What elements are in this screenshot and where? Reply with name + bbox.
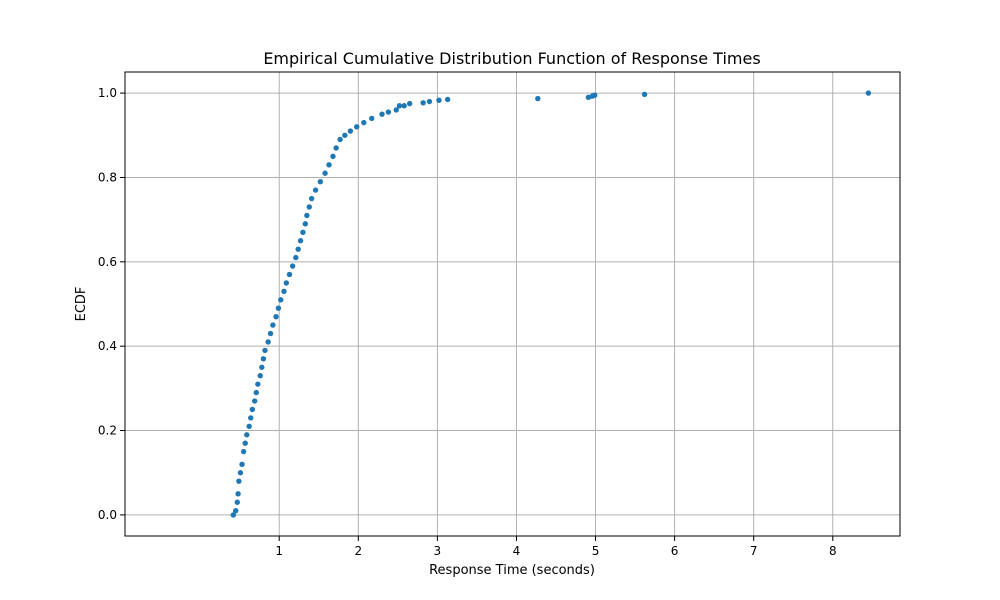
data-point <box>330 153 336 160</box>
data-point <box>420 100 426 106</box>
y-tick-label: 0.8 <box>98 170 117 184</box>
y-axis-label: ECDF <box>74 287 89 322</box>
y-tick-label: 0.4 <box>98 339 117 353</box>
data-point <box>289 263 296 269</box>
y-tick-label: 1.0 <box>98 86 117 100</box>
data-point <box>234 499 240 505</box>
data-point <box>257 373 263 379</box>
x-tick-label: 2 <box>354 544 362 558</box>
data-point <box>317 178 324 185</box>
data-point <box>304 212 310 219</box>
y-tick-label: 0.6 <box>98 255 117 269</box>
data-point <box>641 91 648 98</box>
data-point <box>249 406 256 413</box>
x-tick-label: 7 <box>750 544 758 558</box>
data-point <box>308 195 315 202</box>
data-point <box>265 339 271 345</box>
grid <box>125 72 900 536</box>
x-tick-label: 3 <box>434 544 442 558</box>
data-point <box>295 246 301 252</box>
data-point <box>396 103 403 109</box>
data-points <box>230 90 872 518</box>
data-point <box>286 271 293 278</box>
data-point <box>267 330 274 337</box>
x-tick-label: 4 <box>513 544 521 558</box>
data-point <box>379 111 385 117</box>
data-point <box>237 470 244 476</box>
data-point <box>342 132 348 138</box>
data-point <box>306 204 312 210</box>
x-tick-label: 5 <box>592 544 600 558</box>
data-point <box>233 507 239 514</box>
data-point <box>444 96 451 103</box>
data-point <box>275 305 282 311</box>
data-point <box>535 95 541 102</box>
data-point <box>426 98 433 105</box>
data-point <box>255 381 261 387</box>
data-point <box>293 254 299 261</box>
data-point <box>333 145 339 151</box>
data-point <box>312 187 319 193</box>
data-point <box>278 297 284 303</box>
y-tick-label: 0.2 <box>98 424 117 438</box>
data-point <box>235 491 241 497</box>
data-point <box>322 170 328 176</box>
chart-title: Empirical Cumulative Distribution Functi… <box>263 49 760 68</box>
x-tick-label: 1 <box>275 544 283 558</box>
data-point <box>246 423 252 430</box>
data-point <box>248 415 254 421</box>
x-tick-label: 6 <box>671 544 679 558</box>
data-point <box>865 90 872 96</box>
data-point <box>283 280 290 286</box>
data-point <box>239 461 245 467</box>
y-tick-label: 0.0 <box>98 508 117 522</box>
data-point <box>297 238 304 244</box>
x-axis-label: Response Time (seconds) <box>429 563 595 578</box>
data-point <box>251 398 258 404</box>
data-point <box>230 512 237 518</box>
data-point <box>326 162 332 168</box>
data-point <box>240 448 247 455</box>
data-point <box>259 364 265 370</box>
data-point <box>260 356 267 362</box>
data-point <box>300 229 306 235</box>
data-point <box>347 128 354 134</box>
data-point <box>253 389 259 396</box>
data-point <box>354 124 360 130</box>
data-point <box>393 107 399 113</box>
data-point <box>361 119 367 126</box>
data-point <box>592 92 598 98</box>
data-point <box>436 97 442 103</box>
data-point <box>281 288 287 295</box>
data-point <box>302 221 309 227</box>
data-point <box>242 440 248 446</box>
axis-ticks: 1 2 3 4 5 6 7 8 0.0 0.2 0.4 0.6 0.8 1.0 <box>98 86 837 558</box>
data-point <box>385 109 392 115</box>
data-point <box>262 347 268 354</box>
plot-frame <box>124 71 901 537</box>
data-point <box>273 313 279 320</box>
data-point <box>401 103 407 109</box>
data-point <box>244 432 250 438</box>
data-point <box>337 136 343 143</box>
data-point <box>369 115 375 122</box>
data-point <box>406 100 413 107</box>
data-point <box>270 322 276 328</box>
x-tick-label: 8 <box>829 544 837 558</box>
data-point <box>236 478 242 484</box>
